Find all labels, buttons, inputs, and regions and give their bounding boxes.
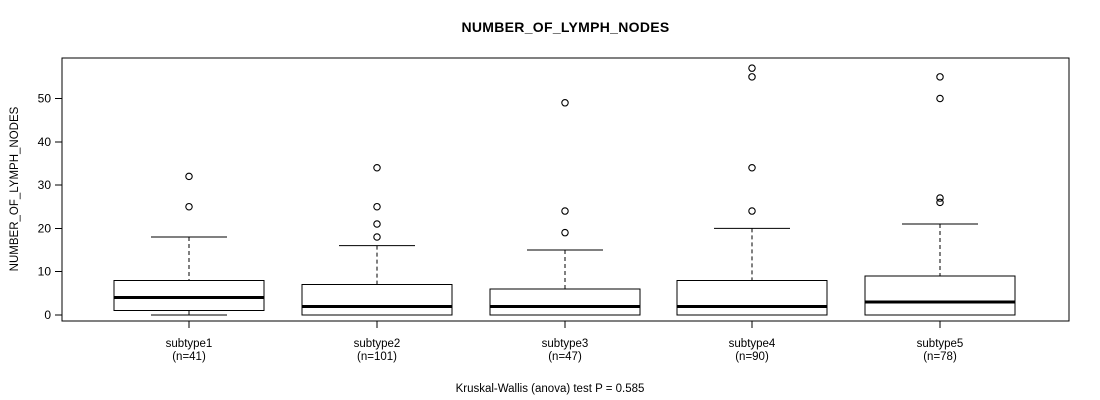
y-axis-tick-label: 10	[38, 265, 52, 279]
outlier-point	[748, 73, 756, 81]
y-axis-tick-label: 30	[38, 178, 52, 192]
iqr-box-subtype4	[676, 279, 828, 316]
outlier-point	[936, 94, 944, 103]
outlier-point	[748, 163, 756, 172]
x-axis-count-label-subtype4: (n=90)	[735, 351, 769, 363]
x-axis-count-label-subtype2: (n=101)	[357, 351, 397, 363]
x-axis-label-subtype4: subtype4	[729, 338, 776, 350]
outlier-point	[561, 228, 569, 237]
outlier-point	[561, 207, 569, 215]
outlier-point	[373, 202, 381, 211]
outlier-point	[936, 194, 944, 202]
outlier-point	[373, 233, 381, 241]
y-axis-tick-label: 50	[38, 91, 52, 105]
iqr-box-subtype2	[301, 284, 453, 316]
x-axis-count-label-subtype5: (n=78)	[923, 351, 957, 363]
x-axis-count-label-subtype3: (n=47)	[548, 351, 582, 363]
iqr-box-subtype3	[489, 288, 641, 316]
x-axis-label-subtype1: subtype1	[166, 338, 213, 350]
outlier-point	[373, 163, 381, 172]
y-axis-tick-label: 20	[38, 221, 52, 235]
outlier-point	[748, 207, 756, 215]
iqr-box-subtype5	[864, 275, 1016, 316]
outlier-point	[936, 73, 944, 81]
outlier-point	[561, 99, 569, 107]
outlier-point	[748, 64, 756, 72]
chart-title: NUMBER_OF_LYMPH_NODES	[461, 19, 670, 35]
x-axis-label-subtype3: subtype3	[542, 338, 589, 350]
x-axis-label-subtype2: subtype2	[354, 338, 401, 350]
outlier-point	[936, 198, 944, 207]
y-axis-tick-label: 40	[38, 135, 52, 149]
x-axis-label-subtype5: subtype5	[917, 338, 964, 350]
outlier-point	[185, 202, 193, 211]
outlier-point	[373, 220, 381, 228]
stat-test-caption: Kruskal-Wallis (anova) test P = 0.585	[455, 383, 645, 395]
y-axis-tick-label: 0	[44, 308, 51, 322]
iqr-box-subtype1	[113, 279, 265, 312]
outlier-point	[185, 172, 193, 181]
x-axis-count-label-subtype1: (n=41)	[172, 351, 206, 363]
